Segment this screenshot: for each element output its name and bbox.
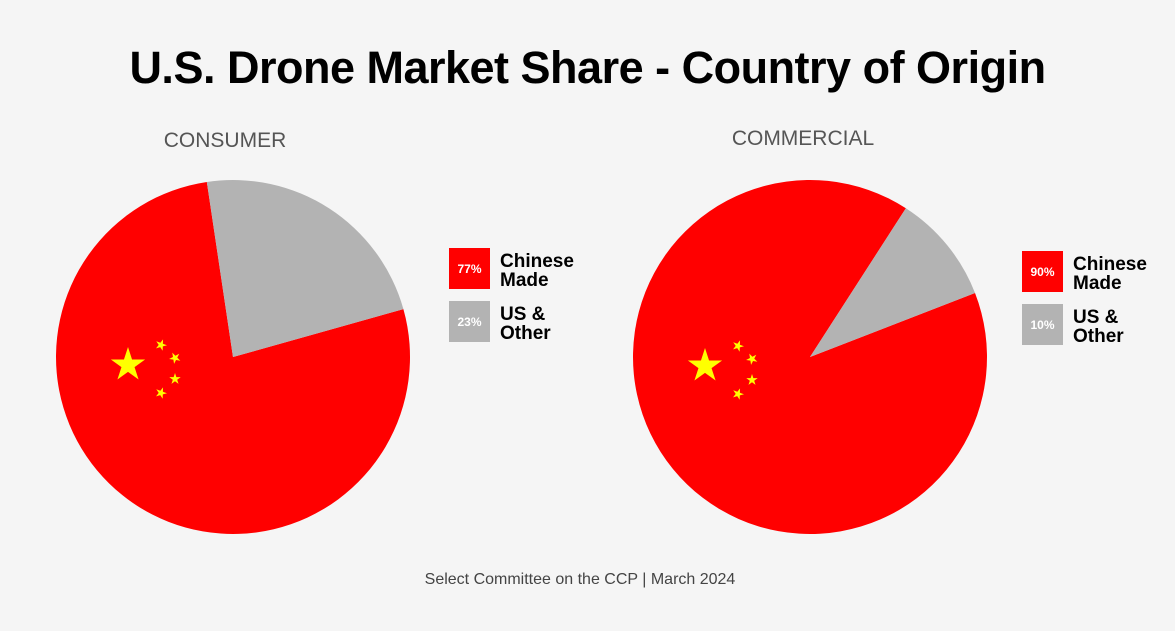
star-icon [169, 352, 181, 364]
legend-label: Other [500, 323, 551, 344]
chart-subtitle: COMMERCIAL [732, 127, 874, 150]
legend-item: 10% US &Other [1022, 304, 1124, 347]
star-icon [156, 339, 167, 351]
slice-chinese-made [633, 180, 988, 535]
legend-label: Other [1073, 326, 1124, 347]
legend-item: 23% US &Other [449, 301, 551, 344]
star-icon [733, 340, 744, 352]
legend-value: 90% [1030, 265, 1054, 279]
page-title: U.S. Drone Market Share - Country of Ori… [129, 42, 1046, 93]
legend-value: 23% [457, 315, 481, 329]
legend-value: 10% [1030, 318, 1054, 332]
legend-label: Chinese [1073, 254, 1147, 275]
legend-label: Chinese [500, 251, 574, 272]
legend-swatch [449, 248, 490, 289]
star-icon [156, 387, 167, 399]
legend-label: US & [500, 304, 546, 325]
star-icon [687, 348, 723, 381]
slice-us-other [810, 208, 976, 357]
legend-swatch [449, 301, 490, 342]
source-note: Select Committee on the CCP | March 2024 [424, 571, 736, 588]
star-icon [110, 347, 146, 380]
star-icon [169, 373, 181, 384]
legend-label: US & [1073, 307, 1119, 328]
legend-swatch [1022, 304, 1063, 345]
star-icon [746, 374, 758, 385]
legend-label: Made [1073, 273, 1122, 294]
star-icon [733, 388, 744, 400]
star-icon [746, 353, 758, 365]
legend-label: Made [500, 270, 549, 291]
chart-subtitle: CONSUMER [164, 129, 287, 152]
slice-us-other [206, 179, 404, 357]
legend-value: 77% [457, 262, 481, 276]
legend-swatch [1022, 251, 1063, 292]
slice-chinese-made [56, 181, 411, 534]
